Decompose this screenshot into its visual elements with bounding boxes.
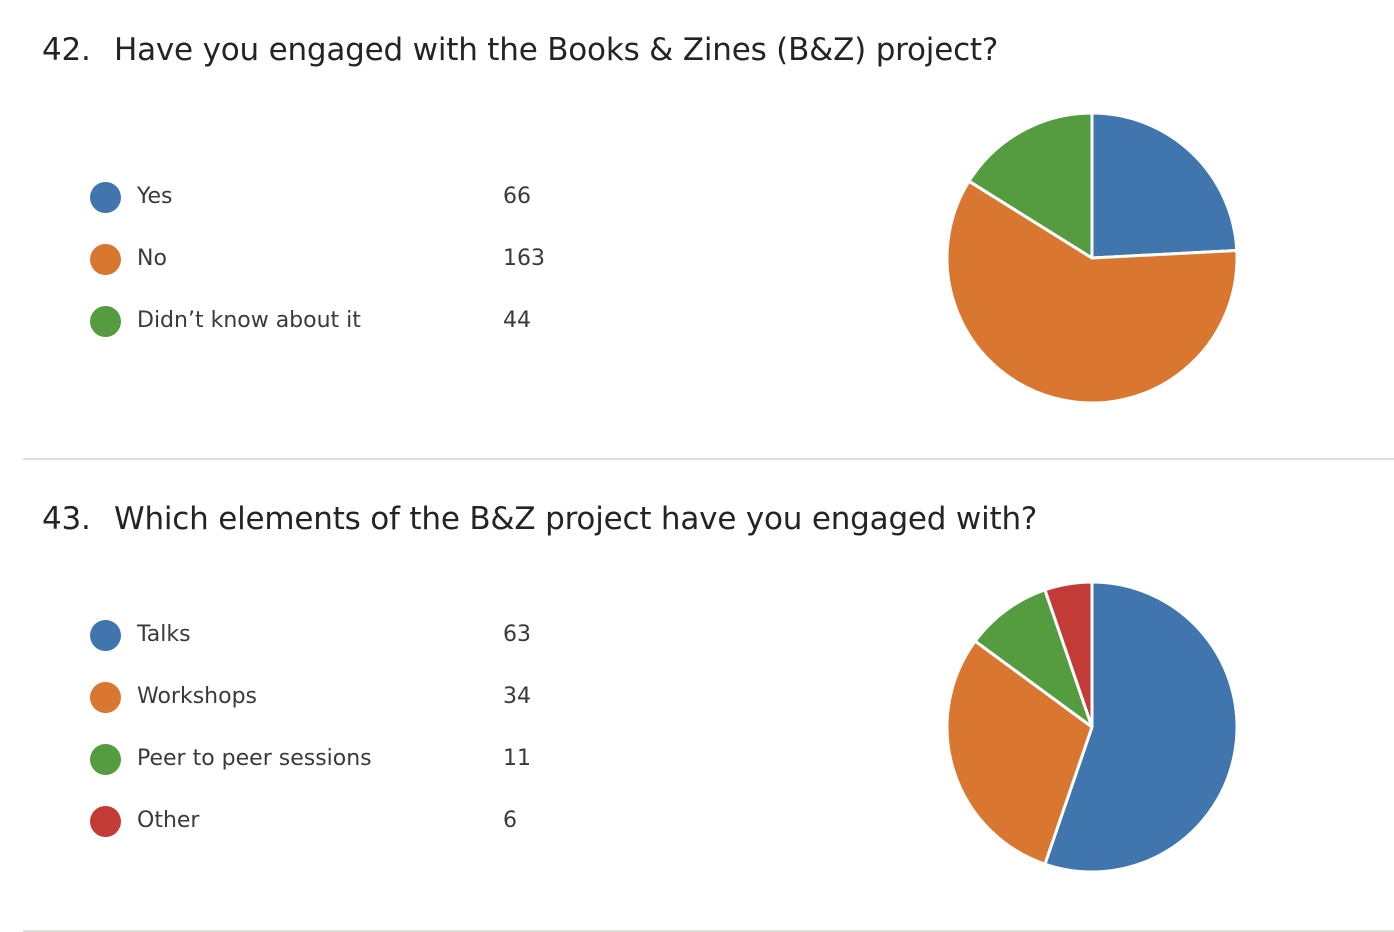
legend-count: 11 xyxy=(503,746,531,771)
question-text: Which elements of the B&Z project have y… xyxy=(114,501,1038,537)
legend-swatch-talks xyxy=(90,620,121,651)
question-text: Have you engaged with the Books & Zines … xyxy=(114,32,999,68)
legend: Yes 66 No 163 Didn’t know about it 44 xyxy=(90,181,610,367)
section-divider xyxy=(23,930,1394,932)
pie-chart xyxy=(945,111,1239,405)
question-42: 42. Have you engaged with the Books & Zin… xyxy=(0,0,1394,460)
legend-item-didnt-know: Didn’t know about it 44 xyxy=(90,305,610,367)
legend-item-peer-to-peer: Peer to peer sessions 11 xyxy=(90,743,610,805)
section-divider xyxy=(23,458,1394,460)
pie-chart xyxy=(945,580,1239,874)
legend-swatch-peer-to-peer xyxy=(90,744,121,775)
legend-item-talks: Talks 63 xyxy=(90,619,610,681)
legend-count: 63 xyxy=(503,622,531,647)
pie-slice-workshops xyxy=(945,639,1094,866)
legend-item-yes: Yes 66 xyxy=(90,181,610,243)
legend-label: Yes xyxy=(137,184,173,209)
legend-count: 66 xyxy=(503,184,531,209)
question-43: 43. Which elements of the B&Z project hav… xyxy=(0,469,1394,932)
legend-item-other: Other 6 xyxy=(90,805,610,867)
legend-item-workshops: Workshops 34 xyxy=(90,681,610,743)
legend-swatch-workshops xyxy=(90,682,121,713)
legend-swatch-other xyxy=(90,806,121,837)
legend-swatch-didnt-know xyxy=(90,306,121,337)
legend-label: Didn’t know about it xyxy=(137,308,361,333)
legend-label: Peer to peer sessions xyxy=(137,746,372,771)
legend-label: No xyxy=(137,246,167,271)
question-title: 42. Have you engaged with the Books & Zin… xyxy=(42,32,998,68)
legend-label: Workshops xyxy=(137,684,258,709)
question-title: 43. Which elements of the B&Z project hav… xyxy=(42,501,1037,537)
legend-count: 6 xyxy=(503,808,517,833)
legend-label: Talks xyxy=(137,622,191,647)
legend-item-no: No 163 xyxy=(90,243,610,305)
legend-label: Other xyxy=(137,808,200,833)
pie-slice-didn-t-know-about-it xyxy=(967,111,1094,260)
pie-slice-no xyxy=(945,179,1239,405)
question-number: 42. xyxy=(42,32,91,68)
legend-count: 34 xyxy=(503,684,531,709)
legend-swatch-no xyxy=(90,244,121,275)
legend-count: 44 xyxy=(503,308,531,333)
pie-slice-other xyxy=(1043,580,1094,729)
legend: Talks 63 Workshops 34 Peer to peer sessi… xyxy=(90,619,610,867)
question-number: 43. xyxy=(42,501,91,537)
legend-count: 163 xyxy=(503,246,545,271)
pie-slice-yes xyxy=(1090,111,1239,260)
pie-slice-peer-to-peer-sessions xyxy=(973,588,1094,729)
legend-swatch-yes xyxy=(90,182,121,213)
